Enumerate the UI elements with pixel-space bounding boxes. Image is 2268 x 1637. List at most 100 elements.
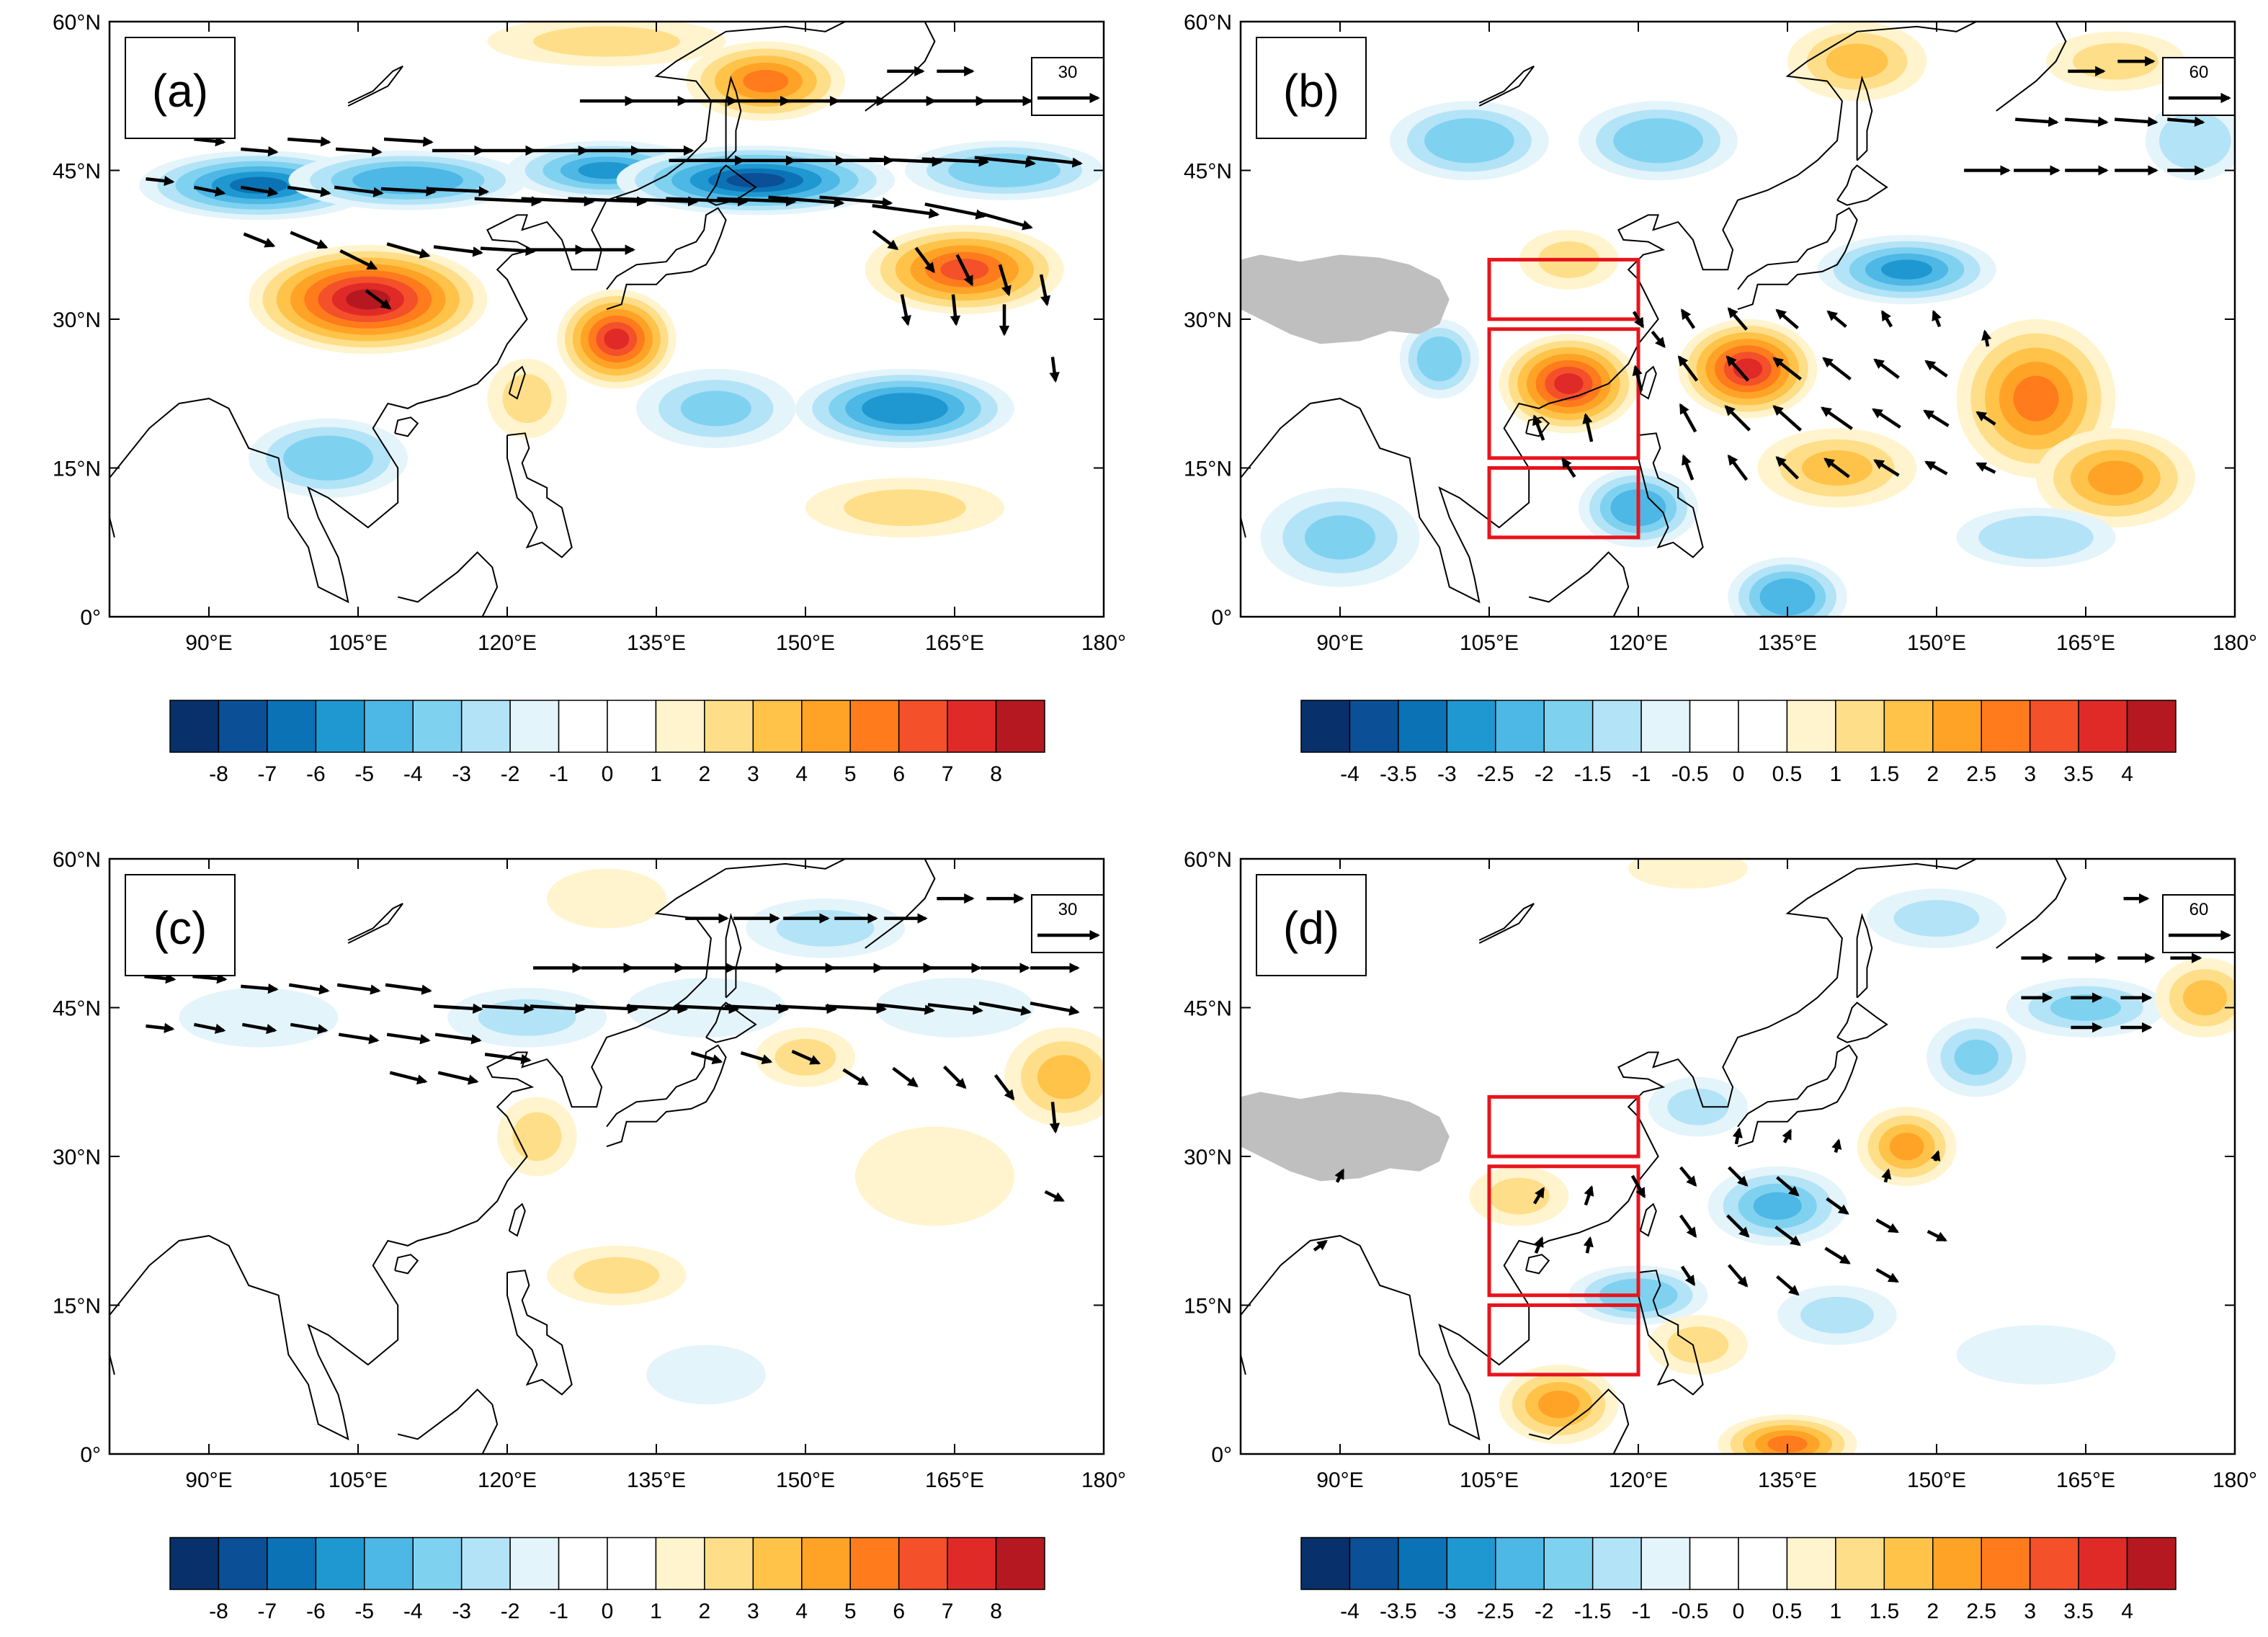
x-tick-label: 180° bbox=[2213, 1468, 2257, 1492]
colorbar-bin bbox=[752, 700, 803, 753]
x-tick-label: 180° bbox=[1081, 631, 1126, 655]
wind-vector bbox=[481, 1003, 535, 1014]
colorbar-bin bbox=[607, 1537, 657, 1590]
wind-vector bbox=[336, 983, 381, 995]
wind-vector bbox=[1772, 405, 1803, 432]
coastline bbox=[1836, 164, 1888, 206]
x-tick-label: 120°E bbox=[478, 631, 537, 655]
colorbar-label: 3 bbox=[2024, 1600, 2036, 1623]
contour-band bbox=[1881, 259, 1933, 280]
x-tick-label: 90°E bbox=[185, 1468, 232, 1492]
wind-vector bbox=[1334, 1168, 1345, 1183]
wind-vector bbox=[819, 195, 893, 208]
wind-vector bbox=[892, 1066, 919, 1088]
y-tick-label: 60°N bbox=[53, 11, 101, 35]
colorbar-label: 7 bbox=[942, 1600, 954, 1623]
colorbar-label: 8 bbox=[990, 762, 1002, 786]
colorbar-bin bbox=[752, 1537, 803, 1590]
coastline bbox=[606, 207, 727, 311]
wind-vector bbox=[1679, 403, 1697, 433]
coastline bbox=[1836, 1002, 1888, 1043]
wind-vector bbox=[674, 1003, 740, 1014]
colorbar-bin bbox=[1981, 1537, 2031, 1590]
colorbar-bin bbox=[558, 700, 608, 753]
wind-vector bbox=[1826, 1197, 1849, 1215]
panel-label-box bbox=[125, 37, 236, 139]
wind-vector bbox=[1831, 1138, 1842, 1154]
reference-vector: 60 bbox=[2162, 894, 2235, 953]
contour-band bbox=[844, 489, 966, 526]
wind-vector bbox=[791, 1050, 821, 1065]
colorbar-label: 4 bbox=[2121, 762, 2133, 786]
coastline bbox=[508, 1203, 526, 1237]
x-tick-label: 150°E bbox=[1907, 631, 1966, 655]
coastline bbox=[1639, 365, 1657, 400]
wind-vector bbox=[1821, 406, 1853, 430]
colorbar-label: 1 bbox=[650, 1600, 662, 1623]
region-box bbox=[1487, 257, 1640, 321]
wind-vector bbox=[1782, 1128, 1792, 1143]
y-tick-label: 45°N bbox=[1184, 997, 1232, 1021]
wind-vector bbox=[1776, 1275, 1800, 1296]
wind-vector bbox=[1930, 1150, 1941, 1162]
wind-vector bbox=[1975, 462, 1996, 474]
colorbar-bin bbox=[1349, 700, 1399, 753]
colorbar-bin bbox=[947, 1537, 997, 1590]
colorbar-bin bbox=[704, 700, 754, 753]
coastline bbox=[1638, 432, 1704, 558]
wind-vector bbox=[1632, 311, 1645, 329]
colorbar-bin bbox=[1640, 700, 1691, 753]
contour-band bbox=[1753, 1192, 1802, 1220]
panel-label: (c) bbox=[125, 874, 236, 976]
colorbar-bin bbox=[2078, 1537, 2128, 1590]
wind-vector bbox=[1775, 308, 1799, 330]
coastline bbox=[506, 432, 573, 558]
colorbar-bin bbox=[898, 1537, 948, 1590]
y-tick-label: 0° bbox=[1211, 1443, 1232, 1467]
wind-vector bbox=[2015, 116, 2059, 128]
coastline bbox=[1996, 22, 2067, 112]
colorbar-label: 4 bbox=[795, 762, 808, 786]
colorbar-label: -0.5 bbox=[1671, 762, 1709, 786]
coastline bbox=[1737, 207, 1858, 311]
colorbar-label: 1 bbox=[1830, 1600, 1842, 1623]
reference-vector: 30 bbox=[1031, 894, 1104, 953]
wind-vector bbox=[1532, 1187, 1545, 1205]
colorbar-label: 5 bbox=[844, 1600, 857, 1623]
panel-label-text: (b) bbox=[1283, 65, 1339, 117]
colorbar-bin bbox=[364, 700, 414, 753]
contour-band bbox=[1554, 373, 1584, 394]
colorbar-label: 5 bbox=[844, 762, 857, 786]
shaded-field bbox=[139, 22, 1104, 538]
wind-vector bbox=[380, 186, 437, 197]
wind-vector bbox=[927, 1003, 983, 1015]
x-tick-label: 150°E bbox=[776, 1468, 835, 1492]
colorbar-bin bbox=[1543, 700, 1594, 753]
y-tick-label: 30°N bbox=[53, 308, 101, 332]
colorbar-bin bbox=[1981, 700, 2031, 753]
y-tick-label: 60°N bbox=[1184, 848, 1232, 872]
colorbar-bin bbox=[1786, 700, 1836, 753]
coastline bbox=[397, 551, 499, 617]
wind-vector bbox=[437, 1071, 479, 1085]
contour-band bbox=[776, 909, 875, 947]
wind-vector bbox=[2065, 116, 2109, 128]
coastline bbox=[1639, 1203, 1657, 1237]
wind-vector bbox=[1924, 360, 1948, 378]
colorbar-label: -1.5 bbox=[1574, 762, 1612, 786]
colorbar-label: 4 bbox=[795, 1600, 808, 1623]
wind-vector bbox=[900, 294, 911, 326]
colorbar-bin bbox=[315, 1537, 365, 1590]
wind-vector bbox=[1679, 1214, 1697, 1239]
x-tick-label: 120°E bbox=[1609, 631, 1668, 655]
wind-vector bbox=[768, 195, 845, 208]
wind-vector bbox=[339, 249, 378, 270]
wind-vector bbox=[290, 231, 329, 249]
contour-band bbox=[1037, 1055, 1091, 1099]
wind-vector bbox=[775, 1003, 838, 1014]
contour-band bbox=[1442, 127, 1497, 155]
wind-vector bbox=[1630, 1174, 1646, 1199]
colorbar-bin bbox=[849, 1537, 900, 1590]
colorbar-label: 0 bbox=[1733, 762, 1745, 786]
